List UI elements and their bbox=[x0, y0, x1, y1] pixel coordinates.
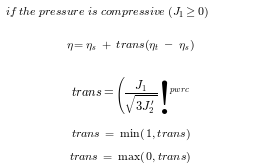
Text: $\mathit{trans} = \left(\dfrac{J_1}{\sqrt{3J_2^{\prime}}}\right)^{\!\mathit{pwrc: $\mathit{trans} = \left(\dfrac{J_1}{\sqr… bbox=[71, 75, 190, 116]
Text: $\eta = \eta_s\ +\ \mathit{trans}(\eta_t\ -\ \eta_s)$: $\eta = \eta_s\ +\ \mathit{trans}(\eta_t… bbox=[66, 37, 195, 53]
Text: $\mathit{trans}\ =\ \min(\,1, \mathit{trans})$: $\mathit{trans}\ =\ \min(\,1, \mathit{tr… bbox=[71, 127, 190, 142]
Text: $\mathit{if\ the\ pressure\ is\ compressive}\ (J_1 \geq 0)$: $\mathit{if\ the\ pressure\ is\ compress… bbox=[5, 5, 209, 20]
Text: $\mathit{trans}\ =\ \max(\,0, \mathit{trans})$: $\mathit{trans}\ =\ \max(\,0, \mathit{tr… bbox=[69, 150, 192, 163]
